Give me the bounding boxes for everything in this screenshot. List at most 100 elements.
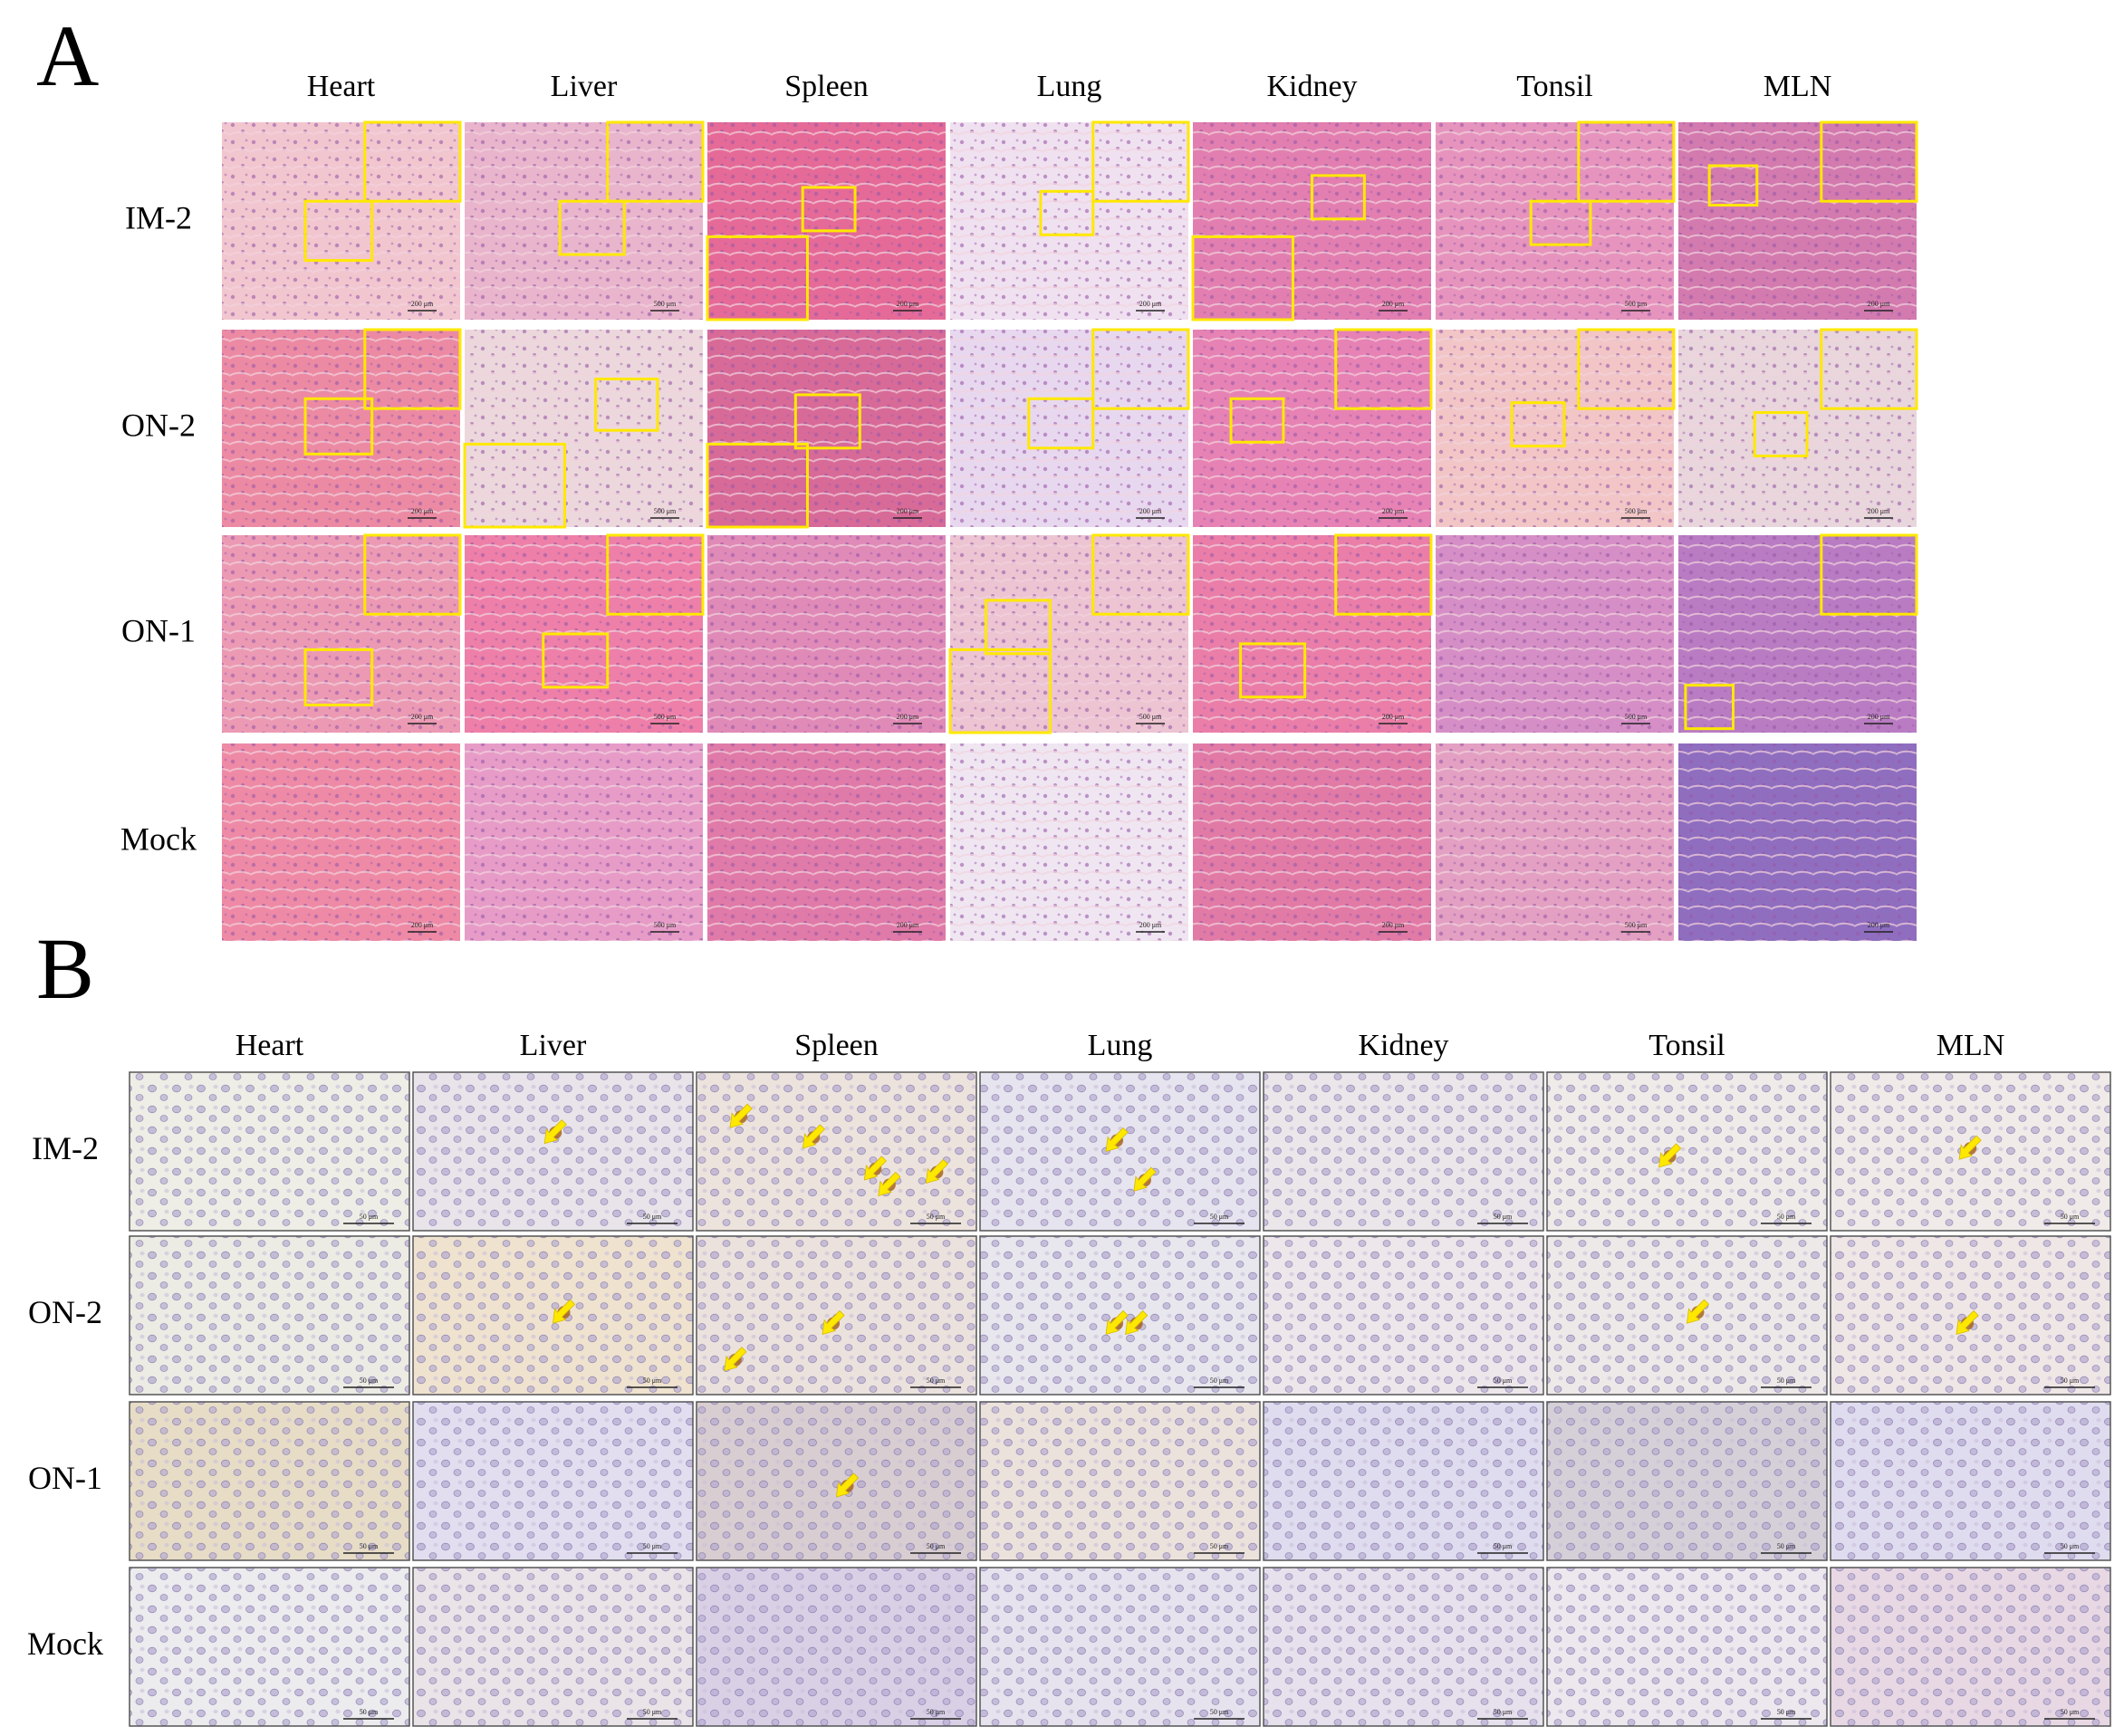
scale-bar-label: 200 μm: [411, 921, 434, 929]
zoom-box: [606, 120, 705, 203]
column-header: Heart: [307, 70, 376, 103]
zoom-box: [1311, 174, 1366, 221]
scale-bar-label: 50 μm: [1494, 1376, 1513, 1385]
he-texture: [1436, 535, 1674, 733]
ihc-texture: [130, 1402, 409, 1560]
zoom-box: [1820, 328, 1918, 410]
zoom-box: [706, 442, 809, 529]
arrow: [1125, 1309, 1148, 1336]
scale-bar-label: 50 μm: [2061, 1542, 2080, 1550]
scale-bar-label: 50 μm: [643, 1376, 662, 1385]
zoom-box: [1820, 120, 1918, 203]
zoom-box: [706, 235, 809, 321]
scale-bar-label: 200 μm: [411, 507, 434, 515]
ihc-texture: [697, 1072, 976, 1231]
he-texture: [1193, 330, 1431, 527]
scale-bar-label: 500 μm: [654, 300, 677, 308]
zoom-box: [1529, 199, 1592, 246]
scale-bar-label: 500 μm: [1625, 713, 1648, 721]
ihc-texture: [413, 1236, 693, 1395]
ihc-texture: [1264, 1568, 1543, 1726]
panel-label: A: [36, 7, 99, 104]
scale-bar-label: 200 μm: [1139, 507, 1162, 515]
he-texture: [707, 535, 946, 733]
arrow: [836, 1472, 860, 1498]
image-border: [979, 1567, 1261, 1727]
zoom-box: [984, 599, 1052, 656]
ihc-texture: [130, 1072, 409, 1231]
zoom-box: [1091, 328, 1190, 410]
arrow: [878, 1171, 901, 1197]
image-border: [1546, 1235, 1828, 1396]
zoom-box: [1820, 533, 1918, 616]
scale-bar-label: 200 μm: [1868, 713, 1890, 721]
scale-bar-label: 200 μm: [897, 300, 919, 308]
he-texture: [465, 743, 703, 941]
scale-bar-label: 50 μm: [927, 1376, 946, 1385]
arrow: [822, 1309, 845, 1336]
scale-bar-label: 50 μm: [1494, 1213, 1513, 1221]
scale-bar-label: 50 μm: [1777, 1542, 1796, 1550]
scale-bar-label: 50 μm: [1494, 1542, 1513, 1550]
ihc-texture: [697, 1568, 976, 1726]
ihc-texture: [1264, 1402, 1543, 1560]
he-texture: [1678, 122, 1917, 320]
ihc-texture: [1831, 1568, 2110, 1726]
column-header: Kidney: [1266, 70, 1357, 103]
image-border: [412, 1235, 694, 1396]
column-header: Tonsil: [1516, 70, 1593, 103]
zoom-box: [1027, 397, 1095, 450]
he-texture: [222, 122, 460, 320]
arrow: [1958, 1135, 1982, 1160]
scale-bar-label: 50 μm: [2061, 1708, 2080, 1716]
ihc-texture: [413, 1072, 693, 1231]
image-border: [696, 1401, 977, 1561]
ihc-texture: [697, 1402, 976, 1560]
image-border: [1546, 1567, 1828, 1727]
column-header: MLN: [1764, 70, 1832, 103]
image-border: [412, 1401, 694, 1561]
column-header: Lung: [1088, 1029, 1153, 1062]
scale-bar-label: 200 μm: [1139, 921, 1162, 929]
scale-bar-label: 200 μm: [1382, 921, 1405, 929]
arrow: [1687, 1299, 1710, 1324]
ihc-texture: [980, 1402, 1260, 1560]
zoom-box: [1039, 189, 1095, 236]
image-border: [129, 1071, 410, 1232]
scale-bar-label: 50 μm: [643, 1542, 662, 1550]
scale-bar-label: 500 μm: [654, 921, 677, 929]
column-header: Lung: [1037, 70, 1102, 103]
ihc-texture: [1547, 1072, 1827, 1231]
image-border: [979, 1401, 1261, 1561]
image-border: [696, 1235, 977, 1396]
scale-bar-label: 50 μm: [1777, 1376, 1796, 1385]
he-texture: [950, 743, 1188, 941]
he-texture: [1436, 743, 1674, 941]
row-label: ON-2: [28, 1294, 102, 1330]
he-texture: [1678, 535, 1917, 733]
scale-bar-label: 200 μm: [897, 921, 919, 929]
image-border: [1263, 1567, 1544, 1727]
he-texture: [1193, 743, 1431, 941]
zoom-box: [1707, 164, 1759, 207]
ihc-texture: [130, 1568, 409, 1726]
image-border: [979, 1071, 1261, 1232]
arrow: [553, 1299, 576, 1324]
column-header: Spleen: [794, 1029, 879, 1062]
image-border: [1830, 1401, 2111, 1561]
scale-bar-label: 500 μm: [1625, 300, 1648, 308]
row-label: ON-1: [28, 1460, 102, 1496]
zoom-box: [1334, 328, 1433, 410]
column-header: Heart: [235, 1029, 304, 1062]
scale-bar-label: 500 μm: [1625, 921, 1648, 929]
arrow: [802, 1124, 825, 1149]
he-texture: [950, 330, 1188, 527]
image-border: [979, 1235, 1261, 1396]
zoom-box: [303, 647, 374, 706]
image-border: [1263, 1401, 1544, 1561]
scale-bar-label: 50 μm: [1210, 1542, 1229, 1550]
zoom-box: [793, 393, 861, 450]
ihc-texture: [413, 1402, 693, 1560]
ihc-texture: [1547, 1402, 1827, 1560]
